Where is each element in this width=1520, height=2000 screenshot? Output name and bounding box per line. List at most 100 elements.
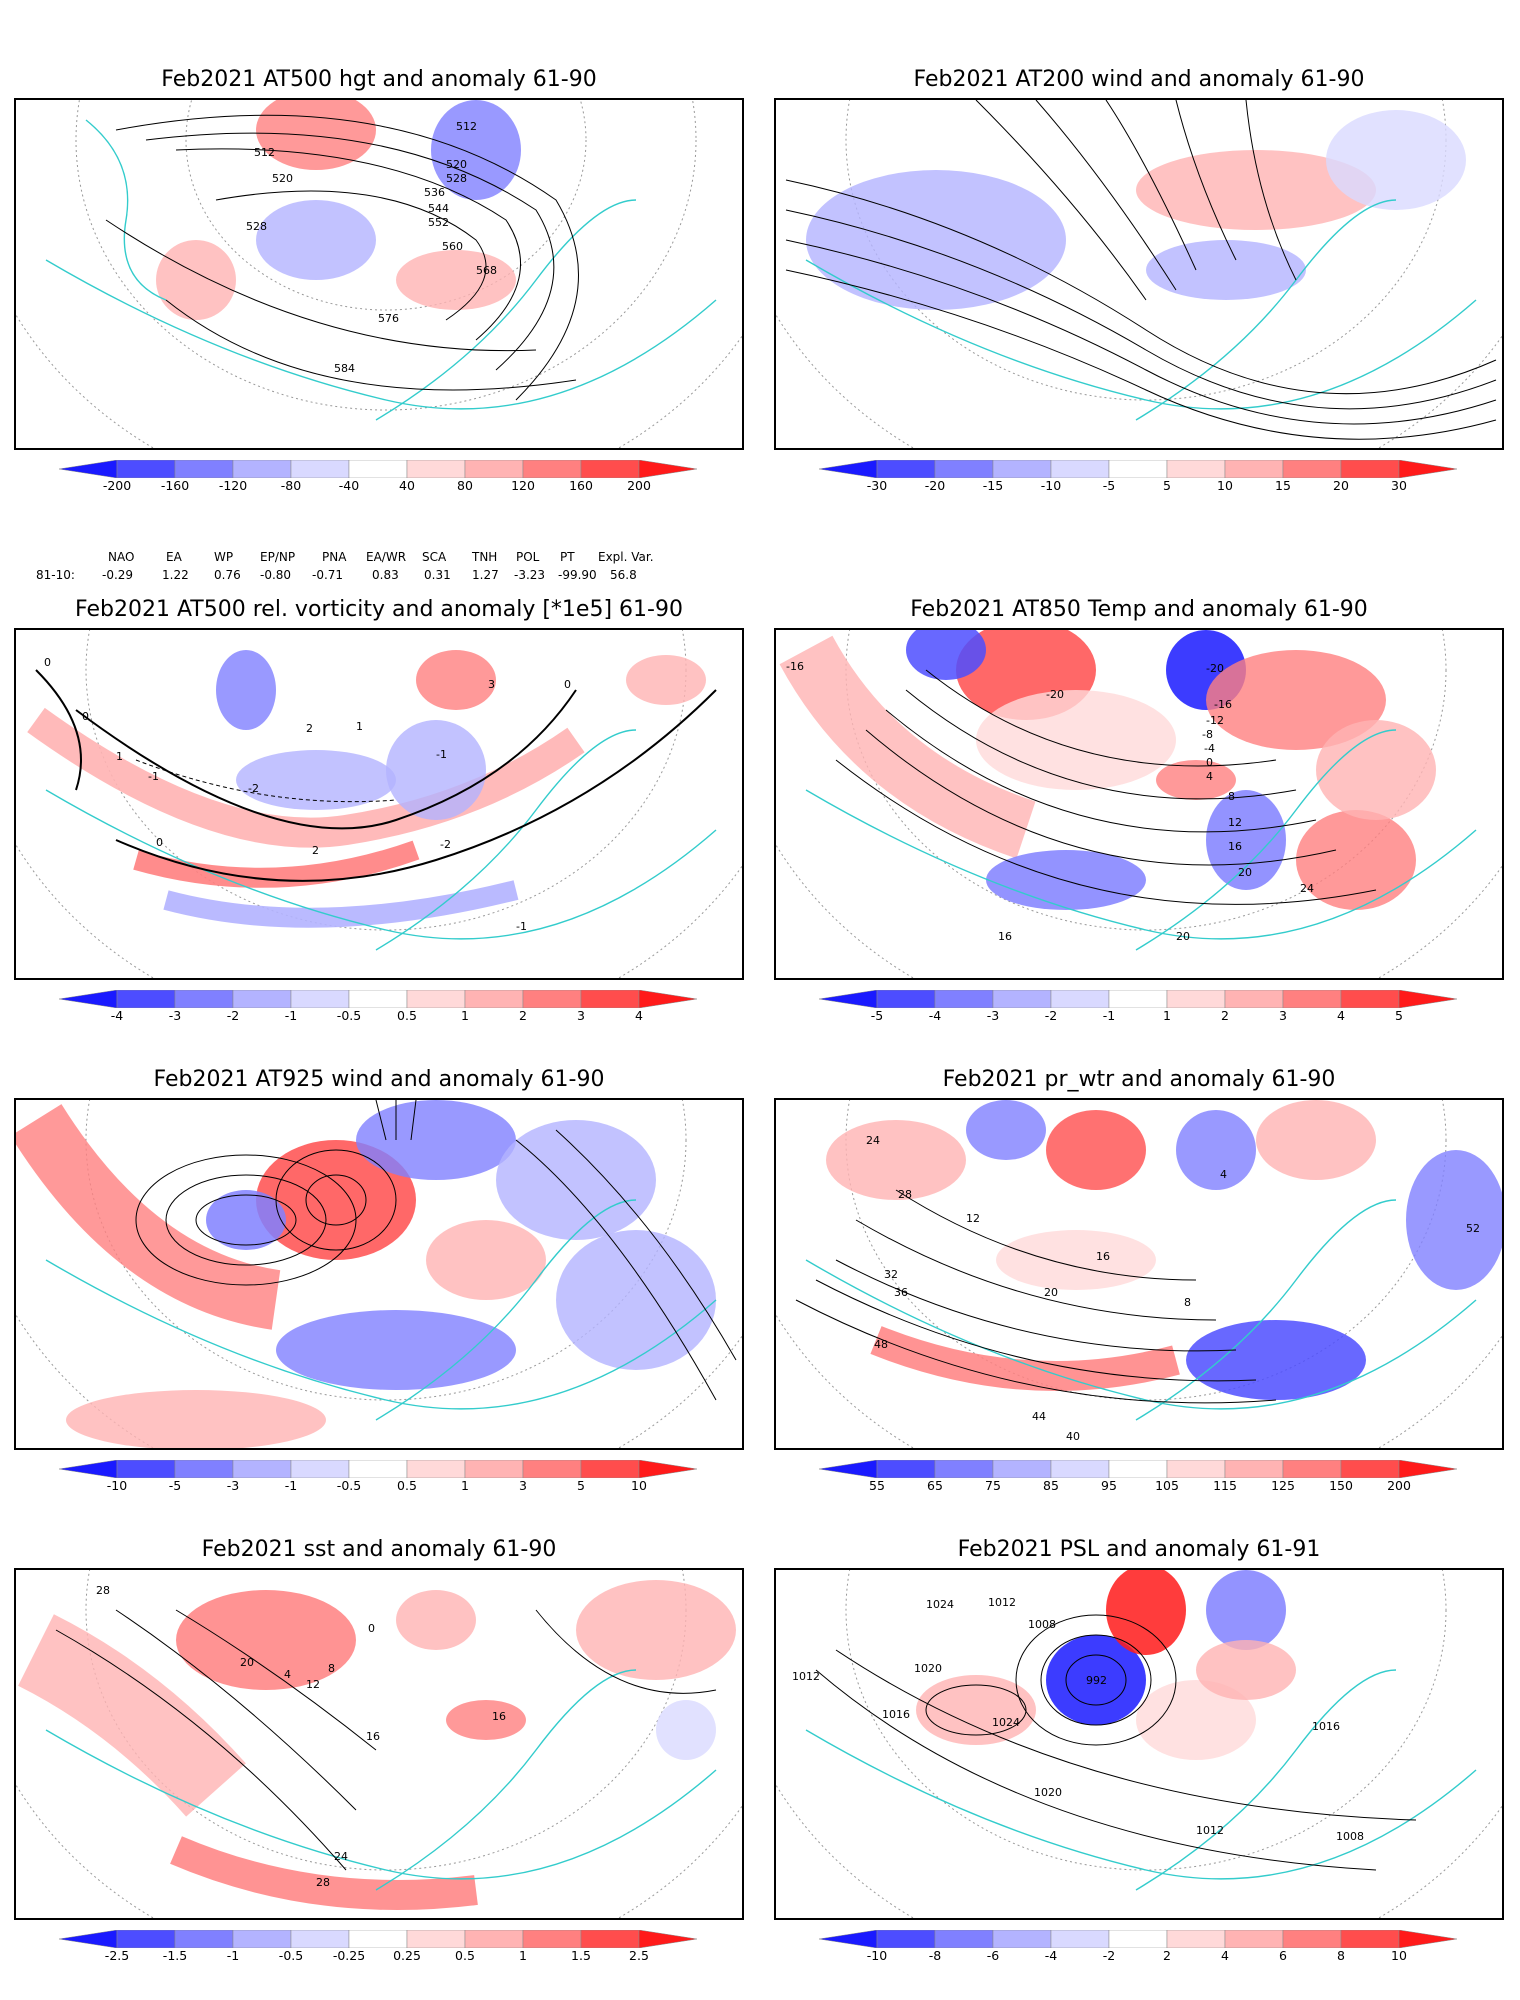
- colorbar-tick-label: 4: [1337, 1008, 1345, 1023]
- contour-label: 0: [44, 656, 51, 669]
- colorbar-swatch: [116, 990, 176, 1008]
- contour-label: 16: [1096, 1250, 1110, 1263]
- contour-label: 28: [96, 1584, 110, 1597]
- colorbar-swatch: [580, 1930, 640, 1948]
- index-value: -0.29: [102, 568, 134, 582]
- colorbar-swatch: [580, 460, 640, 478]
- map-graphic: -16 -20 -20 -16 -12 -8 -4 0 4 8 12 16 20…: [776, 630, 1502, 978]
- colorbar-ramp: [59, 990, 698, 1008]
- contour-label: 28: [316, 1876, 330, 1889]
- colorbar-swatch: [876, 1930, 936, 1948]
- colorbar-swatch: [406, 990, 466, 1008]
- contour-label: 520: [272, 172, 293, 185]
- colorbar-tick-label: -3: [986, 1008, 1000, 1023]
- colorbar-tick-label: 10: [631, 1478, 647, 1493]
- colorbar-arrow-low: [819, 1460, 878, 1478]
- contour-label: 544: [428, 202, 449, 215]
- contour-label: 16: [998, 930, 1012, 943]
- map-hgt500: 512 512 520 520 528 528 536 544 552 560 …: [14, 98, 744, 450]
- map-graphic: [16, 1100, 742, 1448]
- contour-label: 560: [442, 240, 463, 253]
- contour-label: 512: [456, 120, 477, 133]
- colorbar-tick-label: -40: [338, 478, 360, 493]
- colorbar-swatch: [1108, 990, 1168, 1008]
- contour-label: -16: [786, 660, 804, 673]
- map-prwtr: 24 28 12 16 20 8 4 32 36 40 44 48 52: [774, 1098, 1504, 1450]
- colorbar-tick-label: -1: [284, 1478, 298, 1493]
- contour-label: 1020: [1034, 1786, 1062, 1799]
- colorbar-swatch: [464, 990, 524, 1008]
- colorbar-tick-label: 15: [1275, 478, 1291, 493]
- colorbar-tick-label: 150: [1329, 1478, 1353, 1493]
- colorbar-swatch: [1340, 990, 1400, 1008]
- colorbar-tick-label: -6: [986, 1948, 1000, 1963]
- colorbar-swatch: [1282, 1460, 1342, 1478]
- colorbar-tick-label: 10: [1217, 478, 1233, 493]
- map-wind925: [14, 1098, 744, 1450]
- colorbar-tick-label: -1: [1102, 1008, 1116, 1023]
- colorbar-tick-label: 115: [1213, 1478, 1237, 1493]
- contour-label: 1012: [792, 1670, 820, 1683]
- colorbar: -30 -20 -15 -10 -5 5 10 15 20 30: [819, 460, 1459, 502]
- index-header: Expl. Var.: [598, 550, 654, 564]
- colorbar-tick-label: 125: [1271, 1478, 1295, 1493]
- colorbar-arrow-low: [819, 1930, 878, 1948]
- contour-label: 24: [1300, 882, 1314, 895]
- colorbar-tick-label: 1: [1163, 1008, 1171, 1023]
- colorbar-tick-label: 200: [627, 478, 651, 493]
- colorbar-tick-label: 1.5: [571, 1948, 591, 1963]
- colorbar-tick-label: -3: [226, 1478, 240, 1493]
- colorbar-tick-label: -2.5: [104, 1948, 130, 1963]
- panel-title: Feb2021 pr_wtr and anomaly 61-90: [942, 1067, 1336, 1092]
- colorbar-swatch: [1282, 990, 1342, 1008]
- colorbar-swatch: [1340, 1930, 1400, 1948]
- index-header: TNH: [472, 550, 498, 564]
- contour-label: 1016: [882, 1708, 910, 1721]
- colorbar-tick-label: -4: [1044, 1948, 1058, 1963]
- index-header: PNA: [322, 550, 347, 564]
- panel-title: Feb2021 AT850 Temp and anomaly 61-90: [910, 597, 1368, 622]
- colorbar-arrow-low: [59, 460, 118, 478]
- colorbar-swatch: [406, 1930, 466, 1948]
- colorbar-arrow-high: [1398, 990, 1458, 1008]
- map-graphic: 28 20 4 8 12 16 24 28 0 16: [16, 1570, 742, 1918]
- panel-title: Feb2021 AT200 wind and anomaly 61-90: [913, 67, 1365, 92]
- colorbar-tick-label: -8: [928, 1948, 942, 1963]
- colorbar-tick-label: -20: [924, 478, 946, 493]
- index-row-label: 81-10:: [36, 568, 75, 582]
- contour-label: 4: [1220, 1168, 1227, 1181]
- contour-label: 40: [1066, 1430, 1080, 1443]
- colorbar-tick-label: 75: [985, 1478, 1001, 1493]
- colorbar: -5 -4 -3 -2 -1 1 2 3 4 5: [819, 990, 1459, 1032]
- colorbar-arrow-high: [638, 1460, 698, 1478]
- colorbar-tick-label: -2: [1044, 1008, 1058, 1023]
- colorbar-swatch: [1166, 1460, 1226, 1478]
- index-value-row: 81-10: -0.29 1.22 0.76 -0.80 -0.71 0.83 …: [36, 568, 716, 586]
- colorbar-tick-label: -5: [168, 1478, 182, 1493]
- colorbar-ramp: [59, 460, 698, 478]
- contour-label: 1012: [988, 1596, 1016, 1609]
- colorbar-labels: -4 -3 -2 -1 -0.5 0.5 1 2 3 4: [59, 1008, 699, 1026]
- colorbar-tick-label: 2.5: [629, 1948, 649, 1963]
- contour-label: 0: [82, 710, 89, 723]
- colorbar-swatch: [1166, 990, 1226, 1008]
- contour-label: -2: [440, 838, 451, 851]
- colorbar-tick-label: -160: [160, 478, 190, 493]
- colorbar-tick-label: -10: [866, 1948, 888, 1963]
- colorbar-arrow-high: [1398, 1460, 1458, 1478]
- contour-label: 8: [1228, 790, 1235, 803]
- colorbar: -4 -3 -2 -1 -0.5 0.5 1 2 3 4: [59, 990, 699, 1032]
- colorbar-swatch: [174, 460, 234, 478]
- colorbar-arrow-low: [59, 990, 118, 1008]
- map-sst: 28 20 4 8 12 16 24 28 0 16: [14, 1568, 744, 1920]
- colorbar-swatch: [1166, 460, 1226, 478]
- contour-label: -1: [436, 748, 447, 761]
- contour-label: 0: [156, 836, 163, 849]
- colorbar-swatch: [174, 1460, 234, 1478]
- colorbar-swatch: [876, 460, 936, 478]
- contour-label: 24: [334, 1850, 348, 1863]
- contour-label: 1008: [1336, 1830, 1364, 1843]
- colorbar-swatch: [348, 460, 408, 478]
- colorbar-swatch: [290, 1460, 350, 1478]
- colorbar-tick-label: -4: [110, 1008, 124, 1023]
